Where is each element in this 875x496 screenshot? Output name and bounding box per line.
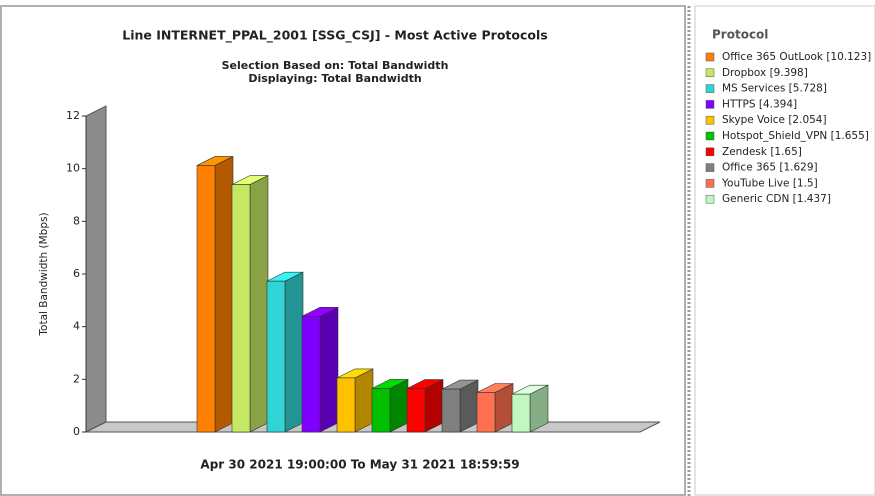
y-tick-label: 2 (73, 372, 80, 385)
bar-side (284, 271, 304, 433)
legend-label: MS Services [5.728] (722, 83, 827, 95)
chart-subtitle: Selection Based on: Total Bandwidth (222, 59, 449, 72)
bar-side (249, 175, 269, 433)
legend-title: Protocol (712, 28, 768, 42)
y-axis-label: Total Bandwidth (Mbps) (38, 212, 50, 336)
y-tick-label: 8 (73, 214, 80, 227)
chart-subtitle: Displaying: Total Bandwidth (248, 72, 421, 85)
legend-swatch (705, 100, 715, 109)
bar (371, 388, 391, 433)
legend-label: YouTube Live [1.5] (721, 177, 818, 189)
legend-label: Office 365 OutLook [10.123] (722, 51, 871, 63)
x-axis-label: Apr 30 2021 19:00:00 To May 31 2021 18:5… (200, 458, 519, 472)
legend-label: HTTPS [4.394] (722, 98, 797, 110)
back-wall (85, 105, 107, 433)
legend-panel (694, 5, 875, 496)
legend-swatch (705, 163, 715, 172)
legend-label: Zendesk [1.65] (722, 146, 802, 158)
bar (511, 393, 531, 433)
bar (231, 184, 251, 433)
bar (301, 315, 321, 433)
bar-side (214, 155, 234, 433)
y-tick-label: 12 (66, 109, 80, 122)
legend-swatch (705, 68, 715, 78)
y-tick-label: 4 (73, 320, 80, 333)
y-tick-label: 0 (73, 425, 80, 438)
legend-swatch (705, 52, 715, 62)
legend-swatch (705, 131, 715, 141)
legend-swatch (705, 147, 715, 157)
legend-label: Dropbox [9.398] (722, 67, 808, 79)
legend-swatch (705, 179, 715, 188)
legend-label: Office 365 [1.629] (722, 162, 818, 174)
bar (476, 392, 496, 433)
legend-swatch (705, 115, 715, 125)
bar (441, 388, 461, 433)
legend-swatch (705, 194, 715, 204)
bar (266, 280, 286, 433)
bar (406, 388, 426, 433)
legend-label: Skype Voice [2.054] (722, 114, 827, 126)
bar (196, 165, 216, 433)
legend-swatch (705, 84, 715, 93)
bar-side (354, 368, 374, 433)
chart-title: Line INTERNET_PPAL_2001 [SSG_CSJ] - Most… (122, 28, 547, 44)
legend-label: Hotspot_Shield_VPN [1.655] (722, 130, 869, 142)
y-tick-label: 10 (66, 162, 80, 175)
y-tick-label: 6 (73, 267, 80, 280)
bar-side (319, 306, 339, 433)
legend-label: Generic CDN [1.437] (722, 193, 831, 205)
bar (336, 377, 356, 433)
